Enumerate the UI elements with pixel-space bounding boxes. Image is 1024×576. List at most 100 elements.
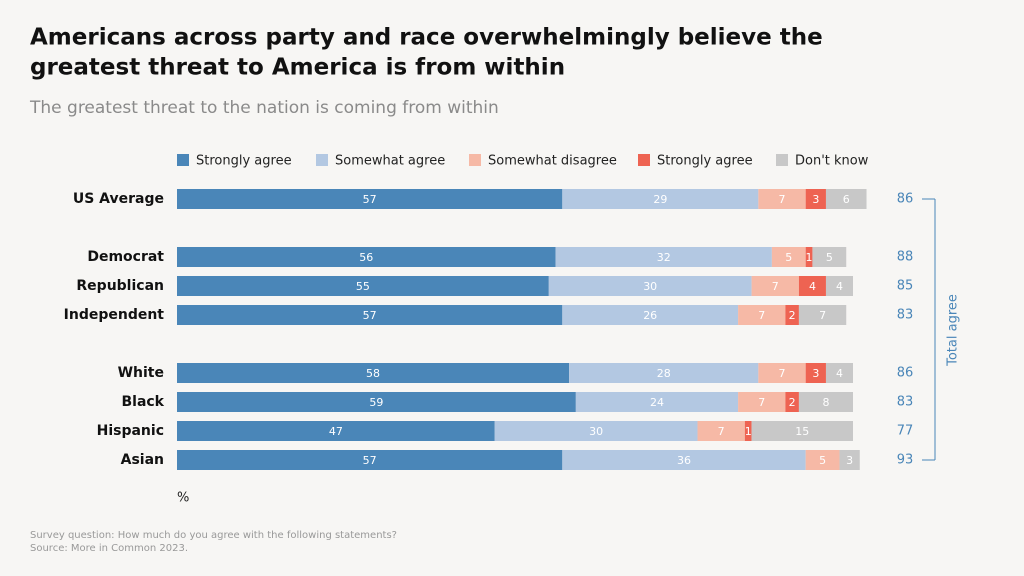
value-label: 24 [650,396,664,409]
value-label: 4 [836,367,843,380]
value-label: 57 [363,454,377,467]
value-label: 2 [789,396,796,409]
value-label: 47 [329,425,343,438]
value-label: 55 [356,280,370,293]
bar-segment [839,450,860,470]
total-agree-value: 93 [897,453,914,468]
bar-segment [785,305,799,325]
legend-swatch [638,154,650,166]
note: Source: More in Common 2023. [30,543,188,554]
category-label: Democrat [87,249,164,265]
legend-swatch [776,154,788,166]
value-label: 36 [677,454,691,467]
legend-swatch [177,154,189,166]
chart-subtitle: The greatest threat to the nation is com… [29,98,499,118]
bar-segment [562,450,806,470]
category-label: Hispanic [97,423,164,439]
category-label: Black [121,394,164,410]
value-label: 3 [812,193,819,206]
bar-segment [562,189,759,209]
bar-segment [548,276,752,296]
bar-segment [825,276,853,296]
bar-segment [798,276,826,296]
value-label: 4 [809,280,816,293]
value-label: 5 [819,454,826,467]
category-label: White [118,365,164,381]
value-label: 26 [643,309,657,322]
category-label: US Average [73,191,164,207]
value-label: 1 [745,425,752,438]
bar-segment [177,189,563,209]
value-label: 3 [846,454,853,467]
bar-segment [805,450,840,470]
bar-segment [697,421,745,441]
value-label: 2 [789,309,796,322]
bar-segment [751,421,853,441]
legend-label: Somewhat agree [335,154,445,169]
value-label: 6 [843,193,850,206]
chart-title-line: Americans across party and race overwhel… [30,25,823,51]
bar-segment [569,363,759,383]
category-label: Independent [64,307,165,323]
value-label: 32 [657,251,671,264]
bar-segment [758,363,806,383]
value-label: 57 [363,309,377,322]
legend-label: Somewhat disagree [488,154,617,169]
value-label: 1 [806,251,813,264]
value-label: 7 [758,396,765,409]
bar-segment [177,276,549,296]
total-agree-label: Total agree [946,294,961,367]
value-label: 56 [359,251,373,264]
legend-label: Strongly agree [657,154,753,169]
bar-segment [785,392,799,412]
bar-segment [177,247,556,267]
value-label: 7 [772,280,779,293]
category-label: Asian [121,452,164,468]
bar-segment [575,392,739,412]
bar-segment [825,189,867,209]
bar-segment [177,421,495,441]
total-agree-value: 88 [897,250,914,265]
category-label: Republican [76,278,164,294]
bar-segment [177,363,570,383]
value-label: 7 [758,309,765,322]
bar-segment [555,247,772,267]
bar-segment [798,305,847,325]
value-label: 59 [369,396,383,409]
legend-label: Don't know [795,154,869,169]
bar-segment [758,189,806,209]
total-agree-value: 77 [897,424,914,439]
total-agree-value: 83 [897,395,914,410]
value-label: 7 [779,193,786,206]
value-label: 15 [795,425,809,438]
bar-segment [494,421,698,441]
bar-segment [177,305,563,325]
total-agree-value: 86 [897,366,914,381]
chart-title-line: greatest threat to America is from withi… [30,55,565,81]
bar-segment [562,305,739,325]
bar-segment [771,247,806,267]
value-label: 5 [826,251,833,264]
bar-segment [798,392,853,412]
bar-segment [177,450,563,470]
total-agree-value: 86 [897,192,914,207]
legend-swatch [469,154,481,166]
note: Survey question: How much do you agree w… [30,530,397,541]
bar-segment [812,247,847,267]
value-label: 5 [785,251,792,264]
legend-label: Strongly agree [196,154,292,169]
total-agree-value: 85 [897,279,914,294]
bar-segment [177,392,576,412]
total-agree-value: 83 [897,308,914,323]
bar-segment [805,247,813,267]
value-label: 7 [779,367,786,380]
value-label: 57 [363,193,377,206]
bar-segment [805,189,826,209]
value-label: 29 [653,193,667,206]
value-label: 8 [822,396,829,409]
value-label: 7 [819,309,826,322]
value-label: 30 [589,425,603,438]
bar-segment [738,305,786,325]
value-label: 7 [718,425,725,438]
